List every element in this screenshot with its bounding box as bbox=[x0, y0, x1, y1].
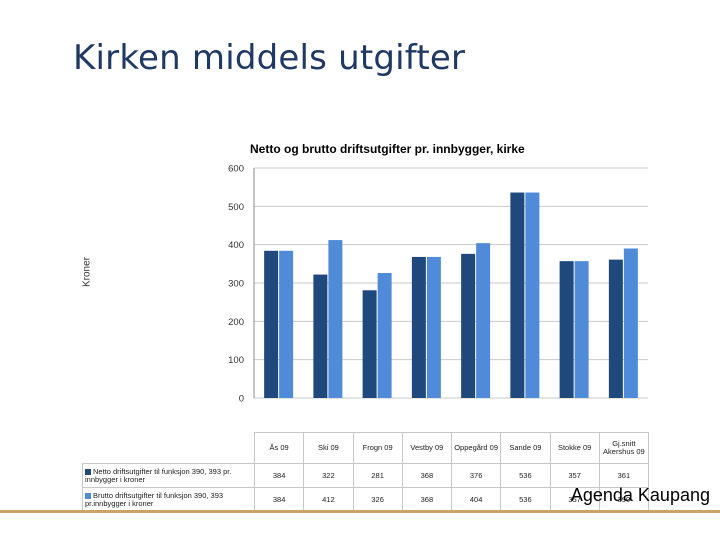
bar-brutto bbox=[426, 256, 441, 398]
legend-swatch bbox=[85, 492, 91, 499]
data-label: 357 bbox=[549, 487, 600, 512]
x-tick-label: Frogn 09 bbox=[352, 432, 403, 464]
legend-entry: Brutto driftsutgifter til funksjon 390, … bbox=[82, 487, 255, 512]
legend-entry: Netto driftsutgifter til funksjon 390, 3… bbox=[82, 463, 255, 488]
data-label: 384 bbox=[253, 487, 305, 512]
data-label: 368 bbox=[401, 463, 453, 488]
y-tick-label: 0 bbox=[239, 394, 244, 405]
bar-netto bbox=[510, 192, 525, 398]
series-name: Netto driftsutgifter til funksjon 390, 3… bbox=[85, 466, 232, 484]
data-label: 384 bbox=[253, 463, 305, 488]
y-tick-label: 200 bbox=[228, 317, 244, 328]
data-label: 368 bbox=[401, 487, 453, 512]
bar-netto bbox=[411, 256, 426, 398]
table-corner bbox=[83, 433, 255, 464]
data-label: 357 bbox=[549, 463, 600, 488]
footer-divider bbox=[0, 510, 720, 513]
legend-swatch bbox=[85, 468, 91, 475]
x-tick-label: Vestby 09 bbox=[401, 432, 453, 464]
slide-title: Kirken middels utgifter bbox=[73, 38, 466, 78]
bar-brutto bbox=[574, 261, 589, 398]
x-tick-label: Sande 09 bbox=[500, 432, 551, 464]
data-label: 376 bbox=[450, 463, 502, 488]
x-tick-label: Ski 09 bbox=[303, 432, 354, 464]
x-tick-label: Stokke 09 bbox=[549, 432, 600, 464]
bar-netto bbox=[264, 250, 279, 398]
bar-brutto bbox=[328, 240, 343, 398]
bar-netto bbox=[559, 261, 574, 398]
data-label: 536 bbox=[500, 487, 551, 512]
bar-brutto bbox=[525, 192, 540, 398]
y-tick-label: 400 bbox=[228, 240, 244, 251]
x-tick-label: Gj.snitt Akershus 09 bbox=[598, 432, 650, 464]
y-tick-label: 500 bbox=[228, 202, 244, 213]
bar-netto bbox=[362, 290, 377, 398]
y-tick-label: 600 bbox=[228, 164, 244, 175]
bar-brutto bbox=[279, 250, 294, 398]
data-label: 536 bbox=[500, 463, 551, 488]
data-label: 404 bbox=[450, 487, 502, 512]
x-tick-label: Oppegård 09 bbox=[450, 432, 502, 464]
bar-netto bbox=[313, 274, 328, 398]
data-label: 281 bbox=[352, 463, 403, 488]
data-label: 326 bbox=[352, 487, 403, 512]
bar-brutto bbox=[377, 273, 392, 398]
y-tick-label: 100 bbox=[228, 355, 244, 366]
bar-brutto bbox=[623, 248, 638, 398]
data-label: 322 bbox=[303, 463, 354, 488]
data-label: 412 bbox=[303, 487, 354, 512]
bar-netto bbox=[608, 259, 623, 398]
y-tick-label: 300 bbox=[228, 279, 244, 290]
data-label: 361 bbox=[598, 463, 650, 488]
bar-brutto bbox=[476, 243, 491, 398]
data-table: Ås 09 Ski 09 Frogn 09 Vestby 09 Oppegård 09 S… bbox=[82, 432, 650, 512]
footer-label: Agenda Kaupang bbox=[570, 485, 710, 505]
bar-netto bbox=[461, 253, 476, 398]
series-name: Brutto driftsutgifter til funksjon 390, … bbox=[85, 490, 224, 508]
x-tick-label: Ås 09 bbox=[253, 432, 305, 464]
chart-title: Netto og brutto driftsutgifter pr. innby… bbox=[250, 142, 525, 156]
